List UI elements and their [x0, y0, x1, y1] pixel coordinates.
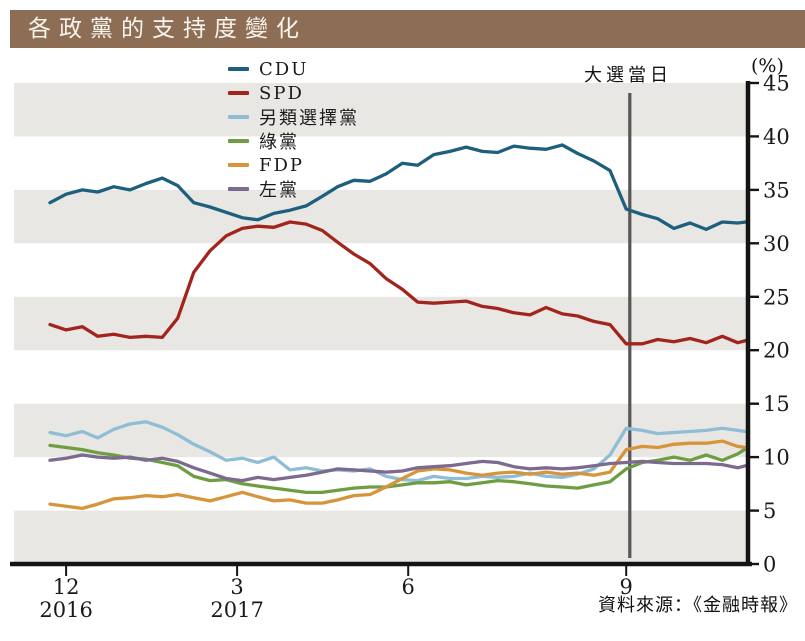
series-line-FDP	[48, 439, 748, 511]
y-tick-label: 25	[763, 285, 790, 309]
y-tick-label: 20	[763, 339, 790, 363]
legend-label: 另類選擇黨	[259, 108, 359, 129]
y-tick-label: 40	[763, 125, 790, 149]
y-tick-label: 0	[763, 553, 776, 577]
y-tick-label: 35	[763, 178, 790, 202]
y-tick-label: 10	[763, 446, 790, 470]
legend-label: 綠黨	[259, 132, 299, 153]
legend-swatch-icon	[228, 187, 249, 191]
x-tick-label: 9	[620, 575, 633, 599]
y-axis-unit-label: (%)	[751, 55, 784, 77]
series-line-SPD	[48, 220, 748, 346]
legend-swatch-icon	[228, 163, 249, 167]
x-tick-label: 12	[53, 575, 80, 599]
y-tick-label: 5	[763, 499, 776, 523]
election-day-label: 大選當日	[584, 65, 672, 86]
series-line-綠黨	[48, 443, 748, 495]
chart-legend: CDU SPD 另類選擇黨綠黨 FDP 左黨	[228, 57, 359, 201]
legend-swatch-icon	[228, 91, 249, 95]
legend-item-CDU: CDU	[228, 57, 359, 81]
series-line-左黨	[48, 453, 748, 483]
plot-band	[14, 189, 748, 244]
plot-band	[14, 83, 748, 137]
page-title: 各政黨的支持度變化	[10, 10, 805, 48]
legend-item-左黨: 左黨	[228, 177, 359, 201]
legend-item-另類選擇黨: 另類選擇黨	[228, 105, 359, 129]
x-tick-year-label: 2017	[210, 598, 263, 622]
legend-item-FDP: FDP	[228, 153, 359, 177]
legend-swatch-icon	[228, 139, 249, 143]
legend-label: SPD	[259, 82, 304, 104]
legend-item-SPD: SPD	[228, 81, 359, 105]
x-tick-year-label: 2016	[39, 598, 92, 622]
source-credit: 資料來源：《金融時報》	[598, 595, 798, 616]
legend-item-綠黨: 綠黨	[228, 129, 359, 153]
y-tick-label: 30	[763, 232, 790, 256]
legend-label: FDP	[259, 154, 305, 176]
x-tick-label: 3	[230, 575, 243, 599]
legend-label: 左黨	[259, 180, 299, 201]
series-line-CDU	[48, 143, 748, 232]
legend-label: CDU	[259, 58, 309, 80]
legend-swatch-icon	[228, 67, 249, 71]
y-tick-label: 45	[763, 72, 790, 96]
plot-band	[14, 510, 748, 564]
x-tick-label: 6	[402, 575, 415, 599]
y-tick-label: 15	[763, 392, 790, 416]
legend-swatch-icon	[228, 115, 249, 119]
